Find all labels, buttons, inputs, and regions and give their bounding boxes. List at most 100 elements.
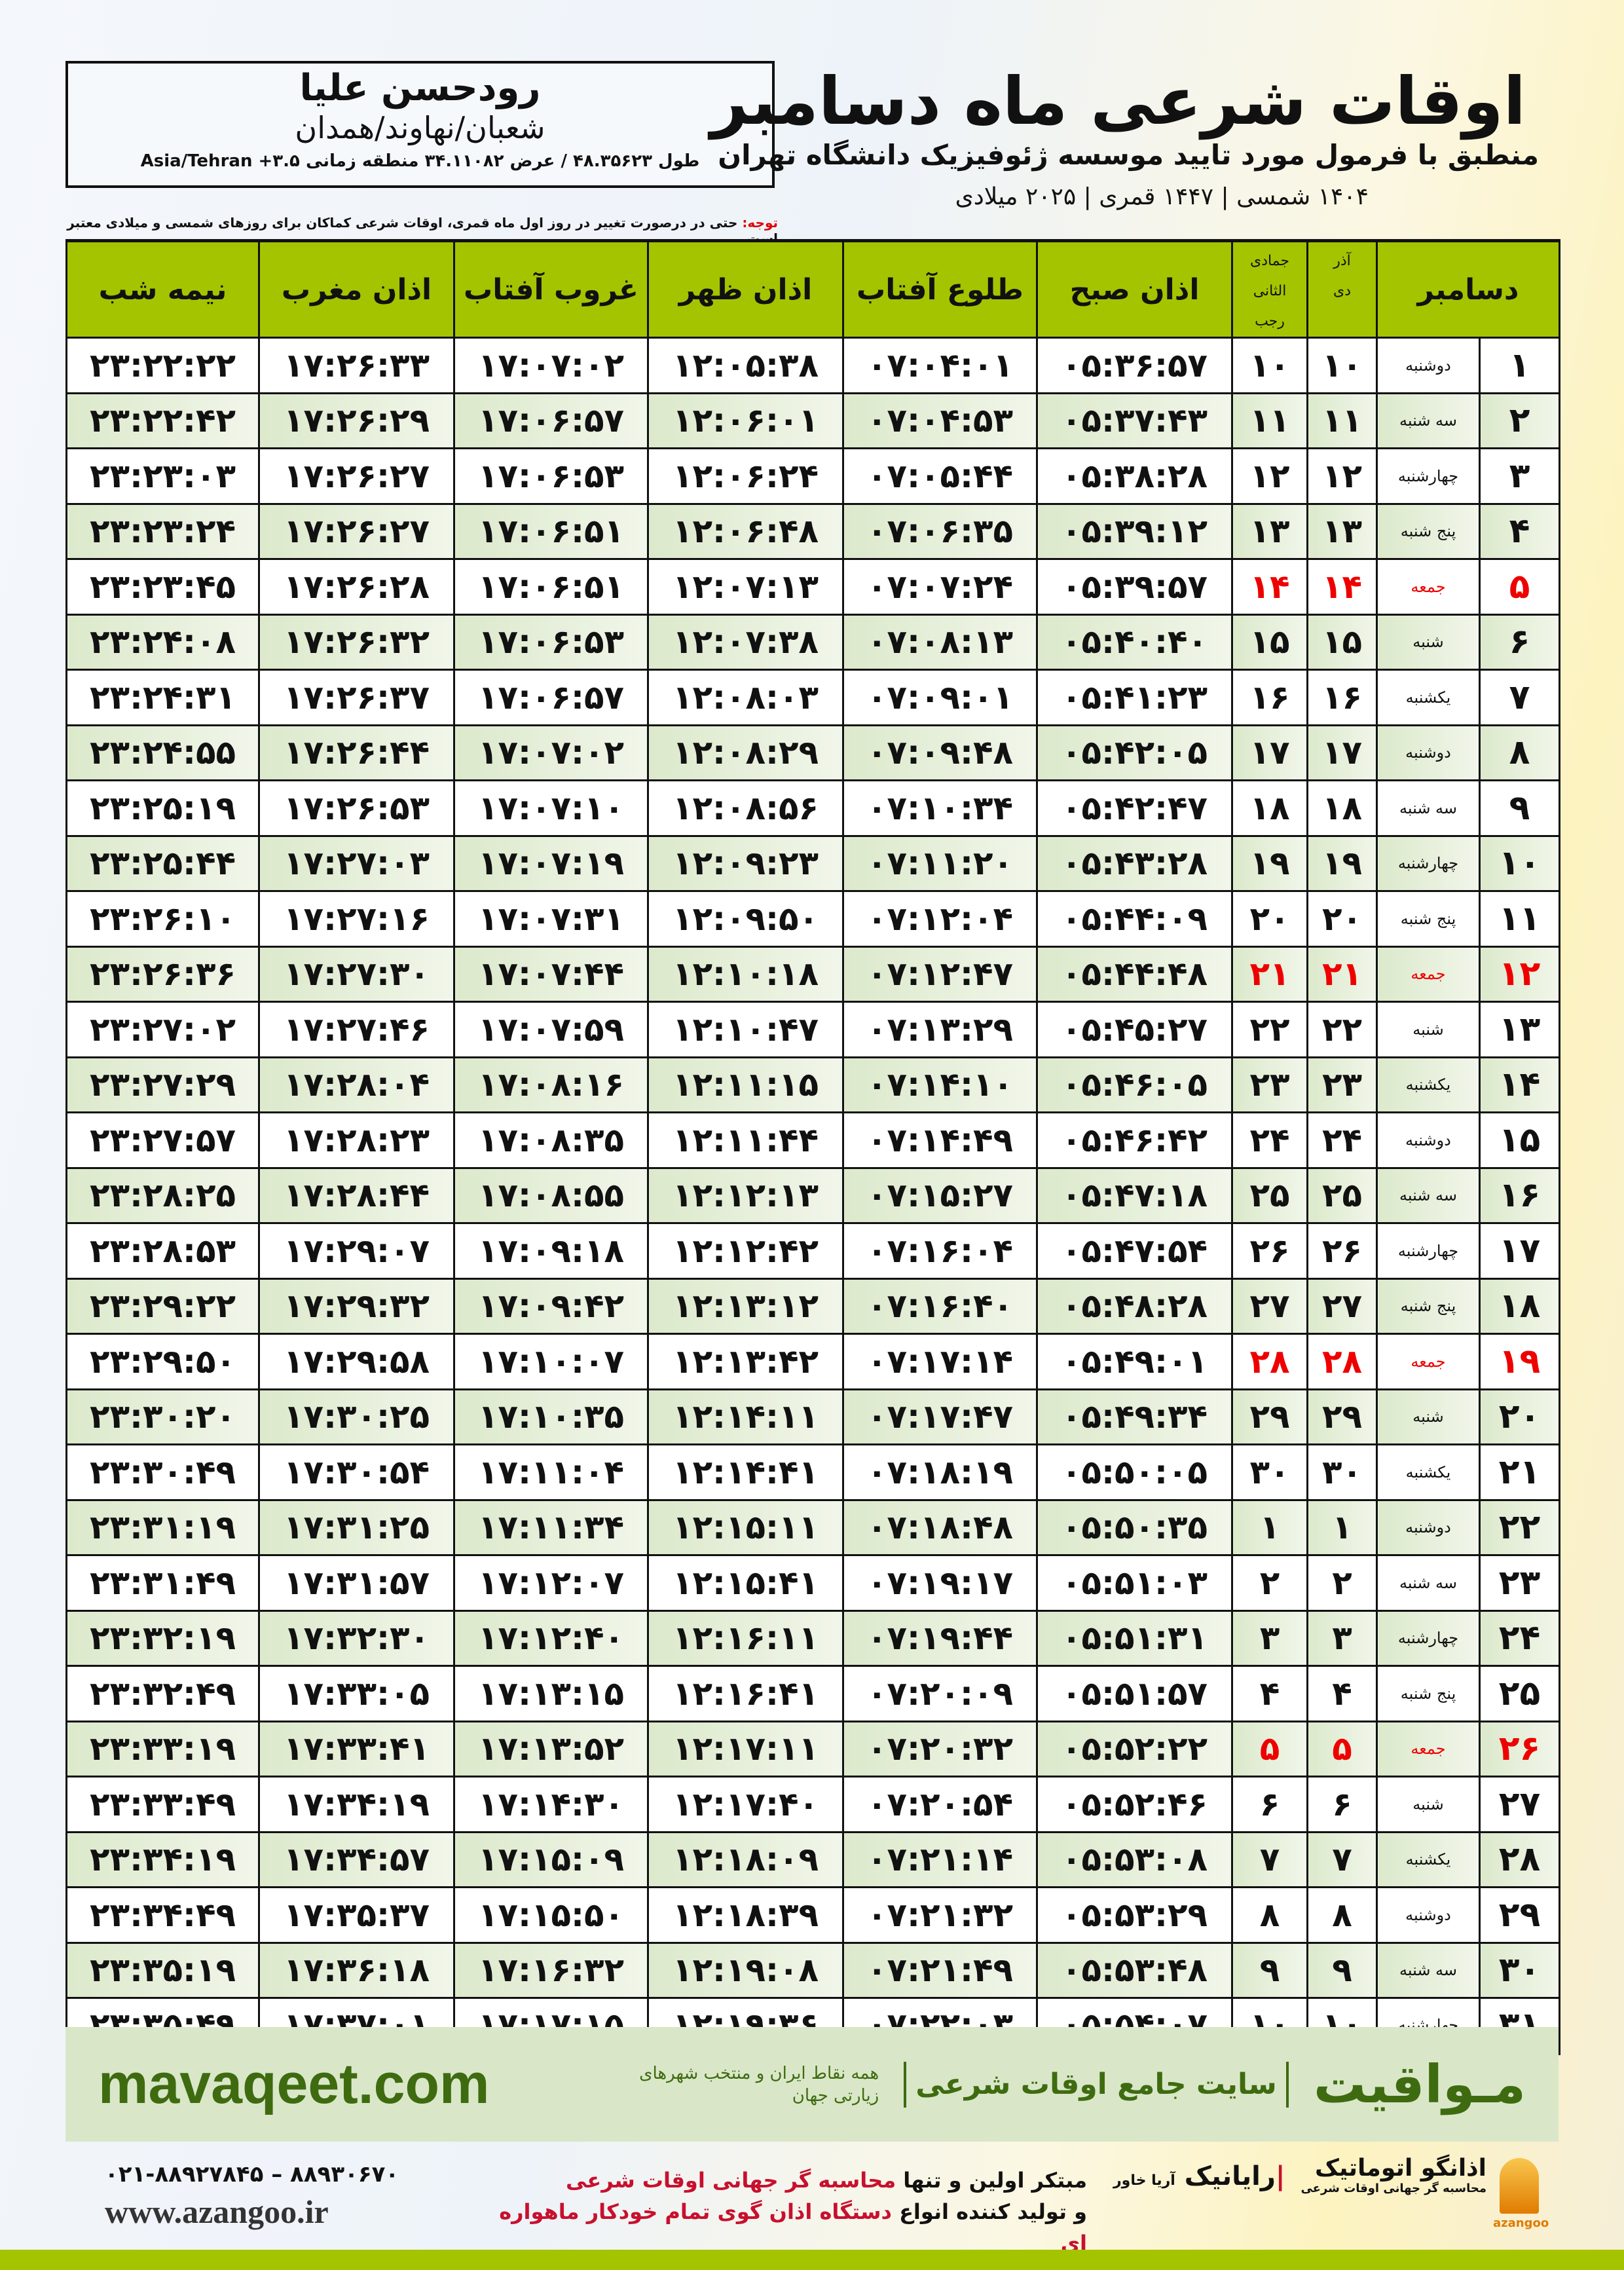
web-link[interactable]: www.azangoo.ir (105, 2193, 329, 2230)
midnight-cell: ۲۳:۲۳:۰۳ (65, 447, 260, 505)
table-row: ۲۸ یکشنبه ۷ ۷ ۰۵:۵۳:۰۸ ۰۷:۲۱:۱۴ ۱۲:۱۸:۰۹ ۱۷:۱۵:… (65, 1831, 1561, 1888)
fajr-cell: ۰۵:۵۳:۰۸ (1036, 1831, 1233, 1888)
sunset-cell: ۱۷:۱۲:۰۷ (453, 1554, 649, 1612)
day-cell: ۲۰ (1479, 1388, 1561, 1445)
table-row: ۹ سه شنبه ۱۸ ۱۸ ۰۵:۴۲:۴۷ ۰۷:۱۰:۳۴ ۱۲:۰۸:۵۶ ۱۷:۰… (65, 779, 1561, 837)
note-label: توجه: (742, 215, 778, 231)
midnight-cell: ۲۳:۲۵:۴۴ (65, 834, 260, 892)
persian-date-cell: ۱۴ (1306, 558, 1378, 616)
sunrise-cell: ۰۷:۰۵:۴۴ (842, 447, 1038, 505)
table-row: ۳۰ سه شنبه ۹ ۹ ۰۵:۵۳:۴۸ ۰۷:۲۱:۴۹ ۱۲:۱۹:۰۸ ۱۷:۱۶… (65, 1941, 1561, 1999)
dhuhr-cell: ۱۲:۰۶:۴۸ (647, 502, 844, 560)
sunrise-cell: ۰۷:۲۱:۴۹ (842, 1941, 1038, 1999)
promo-text: مبتکر اولین و تنها محاسبه گر جهانی اوقات… (471, 2165, 1087, 2259)
persian-date-cell: ۹ (1306, 1941, 1378, 1999)
location-box: رودحسن علیا شعبان/نهاوند/همدان طول ۴۸.۳۵… (65, 61, 775, 188)
sunrise-cell: ۰۷:۲۰:۵۴ (842, 1776, 1038, 1833)
dhuhr-cell: ۱۲:۱۸:۰۹ (647, 1831, 844, 1888)
sunset-cell: ۱۷:۰۷:۰۲ (453, 337, 649, 394)
promo-line1b: محاسبه گر جهانی اوقات شرعی (566, 2168, 896, 2193)
fajr-cell: ۰۵:۵۲:۲۲ (1036, 1720, 1233, 1777)
dhuhr-cell: ۱۲:۰۷:۳۸ (647, 613, 844, 671)
sunrise-cell: ۰۷:۱۴:۱۰ (842, 1056, 1038, 1113)
maghrib-cell: ۱۷:۳۳:۰۵ (258, 1665, 455, 1722)
weekday-cell: جمعه (1375, 1720, 1481, 1777)
weekday-cell: شنبه (1375, 1001, 1481, 1058)
midnight-cell: ۲۳:۳۲:۴۹ (65, 1665, 260, 1722)
col-fajr: اذان صبح (1036, 239, 1233, 339)
day-cell: ۱۸ (1479, 1277, 1561, 1335)
dhuhr-cell: ۱۲:۱۰:۱۸ (647, 945, 844, 1003)
hijri-date-cell: ۱۳ (1231, 502, 1308, 560)
dhuhr-cell: ۱۲:۰۶:۰۱ (647, 392, 844, 449)
col-sunrise: طلوع آفتاب (842, 239, 1038, 339)
weekday-cell: سه شنبه (1375, 1554, 1481, 1612)
sunset-cell: ۱۷:۰۷:۴۴ (453, 945, 649, 1003)
persian-date-cell: ۲۹ (1306, 1388, 1378, 1445)
weekday-cell: جمعه (1375, 945, 1481, 1003)
persian-date-cell: ۳۰ (1306, 1443, 1378, 1501)
midnight-cell: ۲۳:۲۲:۲۲ (65, 337, 260, 394)
persian-date-cell: ۱۳ (1306, 502, 1378, 560)
weekday-cell: جمعه (1375, 558, 1481, 616)
day-cell: ۲۳ (1479, 1554, 1561, 1612)
weekday-cell: پنج شنبه (1375, 890, 1481, 948)
dhuhr-cell: ۱۲:۰۸:۲۹ (647, 724, 844, 781)
hijri-date-cell: ۱۸ (1231, 779, 1308, 837)
weekday-cell: سه شنبه (1375, 779, 1481, 837)
dhuhr-cell: ۱۲:۱۶:۴۱ (647, 1665, 844, 1722)
table-row: ۱۶ سه شنبه ۲۵ ۲۵ ۰۵:۴۷:۱۸ ۰۷:۱۵:۲۷ ۱۲:۱۲:۱۳ ۱۷:… (65, 1166, 1561, 1224)
dhuhr-cell: ۱۲:۱۲:۱۳ (647, 1166, 844, 1224)
sunset-cell: ۱۷:۰۸:۳۵ (453, 1111, 649, 1169)
weekday-cell: دوشنبه (1375, 337, 1481, 394)
table-row: ۱۹ جمعه ۲۸ ۲۸ ۰۵:۴۹:۰۱ ۰۷:۱۷:۱۴ ۱۲:۱۳:۴۲ ۱۷:۱۰:… (65, 1333, 1561, 1390)
persian-date-cell: ۱۵ (1306, 613, 1378, 671)
page-title: اوقات شرعی ماه دسامبر (710, 63, 1526, 140)
col-persian: آذر دی (1306, 239, 1378, 339)
col-dhuhr: اذان ظهر (647, 239, 844, 339)
sunrise-cell: ۰۷:۰۴:۵۳ (842, 392, 1038, 449)
fajr-cell: ۰۵:۴۴:۰۹ (1036, 890, 1233, 948)
persian-date-cell: ۱۸ (1306, 779, 1378, 837)
maghrib-cell: ۱۷:۳۱:۵۷ (258, 1554, 455, 1612)
table-row: ۱۷ چهارشنبه ۲۶ ۲۶ ۰۵:۴۷:۵۴ ۰۷:۱۶:۰۴ ۱۲:۱۲:۴۲ ۱۷… (65, 1222, 1561, 1280)
midnight-cell: ۲۳:۳۲:۱۹ (65, 1609, 260, 1667)
sunset-cell: ۱۷:۰۷:۰۲ (453, 724, 649, 781)
midnight-cell: ۲۳:۲۷:۲۹ (65, 1056, 260, 1113)
fajr-cell: ۰۵:۵۱:۳۱ (1036, 1609, 1233, 1667)
midnight-cell: ۲۳:۲۸:۵۳ (65, 1222, 260, 1280)
table-row: ۱۲ جمعه ۲۱ ۲۱ ۰۵:۴۴:۴۸ ۰۷:۱۲:۴۷ ۱۲:۱۰:۱۸ ۱۷:۰۷:… (65, 945, 1561, 1003)
persian-date-cell: ۲۸ (1306, 1333, 1378, 1390)
hijri-date-cell: ۴ (1231, 1665, 1308, 1722)
day-cell: ۳ (1479, 447, 1561, 505)
sunrise-cell: ۰۷:۲۱:۳۲ (842, 1886, 1038, 1944)
hijri-date-cell: ۹ (1231, 1941, 1308, 1999)
promo-line2b: دستگاه اذان گوی تمام خودکار ماهواره ای (499, 2199, 1087, 2256)
dhuhr-cell: ۱۲:۱۸:۳۹ (647, 1886, 844, 1944)
maghrib-cell: ۱۷:۳۲:۳۰ (258, 1609, 455, 1667)
midnight-cell: ۲۳:۳۴:۱۹ (65, 1831, 260, 1888)
maghrib-cell: ۱۷:۲۸:۴۴ (258, 1166, 455, 1224)
sunset-cell: ۱۷:۰۸:۵۵ (453, 1166, 649, 1224)
midnight-cell: ۲۳:۳۰:۲۰ (65, 1388, 260, 1445)
dhuhr-cell: ۱۲:۱۴:۴۱ (647, 1443, 844, 1501)
brand-logo: مـواقیت (1313, 2054, 1526, 2115)
persian-date-cell: ۱۷ (1306, 724, 1378, 781)
table-row: ۲ سه شنبه ۱۱ ۱۱ ۰۵:۳۷:۴۳ ۰۷:۰۴:۵۳ ۱۲:۰۶:۰۱ ۱۷:۰… (65, 392, 1561, 449)
weekday-cell: شنبه (1375, 613, 1481, 671)
persian-date-cell: ۱ (1306, 1498, 1378, 1556)
midnight-cell: ۲۳:۲۴:۰۸ (65, 613, 260, 671)
fajr-cell: ۰۵:۳۷:۴۳ (1036, 392, 1233, 449)
fajr-cell: ۰۵:۵۱:۰۳ (1036, 1554, 1233, 1612)
midnight-cell: ۲۳:۲۹:۵۰ (65, 1333, 260, 1390)
table-row: ۲۳ سه شنبه ۲ ۲ ۰۵:۵۱:۰۳ ۰۷:۱۹:۱۷ ۱۲:۱۵:۴۱ ۱۷:۱۲… (65, 1554, 1561, 1612)
weekday-cell: دوشنبه (1375, 1886, 1481, 1944)
weekday-cell: دوشنبه (1375, 1111, 1481, 1169)
site-link[interactable]: mavaqeet.com (98, 2053, 490, 2115)
sunset-cell: ۱۷:۰۷:۳۱ (453, 890, 649, 948)
maghrib-cell: ۱۷:۲۹:۵۸ (258, 1333, 455, 1390)
hijri-date-cell: ۸ (1231, 1886, 1308, 1944)
fajr-cell: ۰۵:۴۱:۲۳ (1036, 669, 1233, 726)
sunset-cell: ۱۷:۰۶:۵۱ (453, 558, 649, 616)
midnight-cell: ۲۳:۳۴:۴۹ (65, 1886, 260, 1944)
